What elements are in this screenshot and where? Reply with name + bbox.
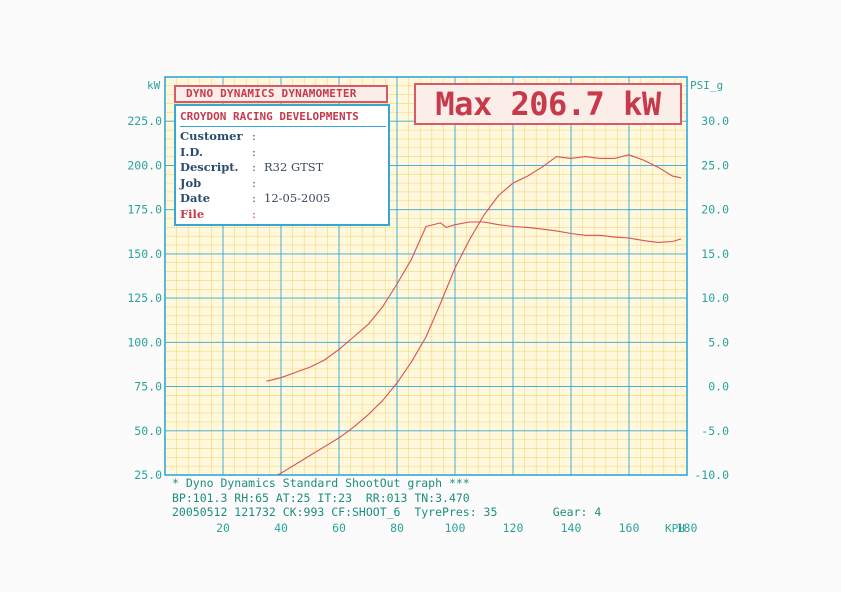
info-row-file: File : — [176, 207, 388, 223]
info-label: Customer — [180, 129, 243, 143]
info-label: Job — [180, 175, 202, 190]
right-tick-label: 30.0 — [701, 114, 729, 128]
right-tick-label: 0.0 — [708, 380, 729, 394]
left-axis-unit: kW — [147, 79, 161, 92]
max-power-box: Max 206.7 kW — [414, 83, 682, 125]
x-tick-label: 140 — [561, 521, 582, 535]
x-axis-unit: KPH — [665, 522, 685, 535]
info-row-description: Descript. : R32 GTST — [176, 160, 388, 176]
info-row-date: Date : 12-05-2005 — [176, 191, 388, 207]
curves — [266, 154, 682, 475]
info-colon: : — [252, 129, 256, 143]
plot-frame — [164, 76, 688, 476]
x-tick-label: 180 — [677, 521, 698, 535]
x-tick-label: 80 — [390, 521, 404, 535]
right-tick-label: -5.0 — [701, 424, 729, 438]
info-row-id: I.D. : — [176, 145, 388, 161]
left-tick-label: 125.0 — [127, 291, 162, 305]
left-tick-label: 100.0 — [127, 335, 162, 349]
x-tick-label: 120 — [503, 521, 524, 535]
dyno-title-box: DYNO DYNAMICS DYNAMOMETER — [174, 85, 388, 103]
right-tick-label: 20.0 — [701, 203, 729, 217]
info-colon: : — [252, 191, 256, 205]
info-colon: : — [252, 144, 256, 159]
max-power-text: Max 206.7 kW — [435, 85, 661, 123]
boost-curve — [266, 221, 682, 382]
info-colon: : — [252, 206, 256, 221]
right-tick-label: -10.0 — [694, 468, 729, 482]
x-tick-label: 100 — [445, 521, 466, 535]
left-tick-label: 50.0 — [134, 424, 162, 438]
right-tick-label: 25.0 — [701, 158, 729, 172]
info-colon: : — [252, 175, 256, 190]
footer-line-3: 20050512 121732 CK:993 CF:SHOOT_6 TyrePr… — [172, 505, 602, 519]
x-axis-ticks: 20 40 60 80 100 120 140 160 180 — [216, 521, 697, 535]
left-tick-label: 200.0 — [127, 158, 162, 172]
x-tick-label: 40 — [274, 521, 288, 535]
left-tick-label: 25.0 — [134, 468, 162, 482]
dyno-title: DYNO DYNAMICS DYNAMOMETER — [186, 87, 357, 100]
x-tick-label: 160 — [619, 521, 640, 535]
x-tick-label: 20 — [216, 521, 230, 535]
info-label: File — [180, 206, 205, 221]
right-axis-ticks: -10.0 -5.0 0.0 5.0 10.0 15.0 20.0 25.0 30.0 — [694, 114, 729, 482]
left-tick-label: 175.0 — [127, 203, 162, 217]
footer-line-2: BP:101.3 RH:65 AT:25 IT:23 RR:013 TN:3.4… — [172, 490, 470, 505]
info-row-customer: Customer : — [176, 129, 388, 145]
right-tick-label: 10.0 — [701, 291, 729, 305]
info-value: R32 GTST — [264, 160, 324, 174]
info-value: 12-05-2005 — [264, 191, 331, 205]
left-tick-label: 225.0 — [127, 114, 162, 128]
run-parameters: * Dyno Dynamics Standard ShootOut graph … — [172, 476, 601, 520]
left-tick-label: 150.0 — [127, 247, 162, 261]
left-tick-label: 75.0 — [134, 380, 162, 394]
footer-line-1: * Dyno Dynamics Standard ShootOut graph … — [172, 476, 470, 490]
left-axis-ticks: 25.0 50.0 75.0 100.0 125.0 150.0 175.0 200.0 225… — [127, 114, 162, 482]
run-info-box: CROYDON RACING DEVELOPMENTS Customer : I… — [174, 104, 390, 226]
info-colon: : — [252, 160, 256, 174]
info-row-job: Job : — [176, 176, 388, 192]
company-name: CROYDON RACING DEVELOPMENTS — [180, 110, 359, 123]
info-label: I.D. — [180, 144, 203, 159]
right-tick-label: 15.0 — [701, 247, 729, 261]
power-curve — [276, 154, 682, 475]
right-tick-label: 5.0 — [708, 335, 729, 349]
right-axis-unit: PSI_g — [690, 79, 723, 92]
info-label: Descript. — [180, 160, 239, 174]
info-label: Date — [180, 191, 211, 205]
x-tick-label: 60 — [332, 521, 346, 535]
info-divider — [180, 126, 386, 127]
